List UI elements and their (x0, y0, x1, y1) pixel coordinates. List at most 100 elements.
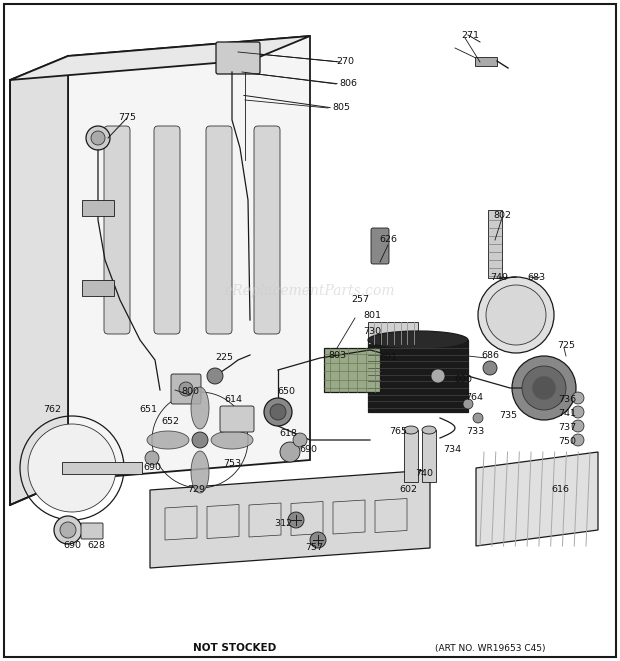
Text: 736: 736 (558, 395, 576, 405)
Circle shape (28, 424, 116, 512)
Circle shape (572, 392, 584, 404)
Text: 801: 801 (363, 311, 381, 321)
Circle shape (60, 522, 76, 538)
Text: eReplacementParts.com: eReplacementParts.com (224, 284, 396, 297)
Ellipse shape (147, 431, 189, 449)
Circle shape (572, 434, 584, 446)
Ellipse shape (422, 426, 436, 434)
Circle shape (512, 356, 576, 420)
FancyBboxPatch shape (371, 228, 389, 264)
Text: 800: 800 (181, 387, 199, 397)
Text: 735: 735 (499, 412, 517, 420)
Circle shape (473, 413, 483, 423)
Circle shape (522, 366, 566, 410)
Bar (324, 348, 380, 392)
Circle shape (572, 406, 584, 418)
Circle shape (431, 369, 445, 383)
Bar (488, 210, 502, 278)
FancyBboxPatch shape (216, 42, 260, 74)
Text: 753: 753 (223, 459, 241, 469)
Text: 741: 741 (558, 410, 576, 418)
FancyBboxPatch shape (254, 126, 280, 334)
Text: 750: 750 (558, 438, 576, 446)
Text: 616: 616 (551, 485, 569, 494)
FancyBboxPatch shape (171, 374, 201, 404)
Bar (82, 280, 114, 296)
Bar (422, 430, 436, 482)
Ellipse shape (191, 451, 209, 493)
Text: 257: 257 (351, 295, 369, 305)
Bar (475, 57, 497, 66)
Circle shape (572, 420, 584, 432)
Polygon shape (10, 36, 310, 80)
Ellipse shape (368, 331, 468, 349)
Text: 690: 690 (299, 446, 317, 455)
Circle shape (270, 404, 286, 420)
FancyBboxPatch shape (220, 406, 254, 432)
Text: 651: 651 (139, 405, 157, 414)
Text: 757: 757 (305, 543, 323, 553)
Text: 650: 650 (277, 387, 295, 397)
Text: 740: 740 (415, 469, 433, 479)
Bar (82, 200, 114, 216)
Circle shape (288, 512, 304, 528)
Text: 225: 225 (215, 354, 233, 362)
Polygon shape (10, 56, 68, 505)
Text: NOT STOCKED: NOT STOCKED (193, 643, 277, 653)
FancyBboxPatch shape (81, 523, 103, 539)
Text: 806: 806 (339, 79, 357, 89)
Ellipse shape (404, 426, 418, 434)
Text: 683: 683 (527, 274, 545, 282)
Circle shape (532, 376, 556, 400)
Ellipse shape (191, 387, 209, 429)
Circle shape (486, 285, 546, 345)
Text: 690: 690 (63, 541, 81, 551)
Polygon shape (68, 36, 310, 480)
Circle shape (310, 532, 326, 548)
Bar (368, 340, 468, 412)
Bar (62, 462, 142, 474)
Circle shape (192, 432, 208, 448)
Text: 614: 614 (224, 395, 242, 405)
Text: 628: 628 (87, 541, 105, 551)
Circle shape (86, 126, 110, 150)
Text: (ART NO. WR19653 C45): (ART NO. WR19653 C45) (435, 644, 545, 652)
Text: 312: 312 (274, 520, 292, 529)
Text: 803: 803 (328, 352, 346, 360)
Text: 686: 686 (481, 350, 499, 360)
Text: 602: 602 (399, 485, 417, 494)
Text: 802: 802 (493, 210, 511, 219)
Circle shape (145, 451, 159, 465)
Bar (368, 322, 418, 344)
Text: 737: 737 (558, 424, 576, 432)
Text: 652: 652 (161, 418, 179, 426)
Circle shape (293, 433, 307, 447)
Text: 690: 690 (143, 463, 161, 473)
FancyBboxPatch shape (154, 126, 180, 334)
Circle shape (91, 131, 105, 145)
Circle shape (54, 516, 82, 544)
FancyBboxPatch shape (104, 126, 130, 334)
Text: 734: 734 (443, 446, 461, 455)
Circle shape (478, 277, 554, 353)
Circle shape (264, 398, 292, 426)
Text: 730: 730 (363, 327, 381, 336)
Text: 618: 618 (279, 430, 297, 438)
Text: 626: 626 (379, 235, 397, 245)
Text: 775: 775 (118, 114, 136, 122)
Text: 729: 729 (187, 485, 205, 494)
Circle shape (207, 368, 223, 384)
Text: 691: 691 (379, 354, 397, 362)
Polygon shape (476, 452, 598, 546)
Text: 690: 690 (454, 375, 472, 385)
Text: 270: 270 (336, 58, 354, 67)
Text: 765: 765 (389, 428, 407, 436)
Polygon shape (150, 470, 430, 568)
Text: 764: 764 (465, 393, 483, 403)
Circle shape (463, 399, 473, 409)
Circle shape (483, 361, 497, 375)
Text: 749: 749 (490, 274, 508, 282)
Bar (404, 430, 418, 482)
Text: 762: 762 (43, 405, 61, 414)
Text: 725: 725 (557, 340, 575, 350)
